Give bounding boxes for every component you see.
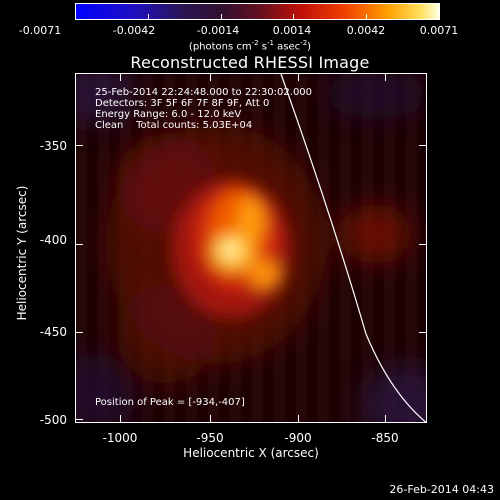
x-tick-label: -950 bbox=[196, 431, 224, 445]
colorbar-tick-label: 0.0071 bbox=[419, 24, 459, 37]
x-tick-label: -850 bbox=[371, 431, 399, 445]
info-clean-counts: Clean Total counts: 5.03E+04 bbox=[95, 120, 253, 131]
image-title: Reconstructed RHESSI Image bbox=[130, 53, 370, 72]
colorbar-tick-label: -0.0071 bbox=[18, 24, 62, 37]
colorbar-tick-label: -0.0042 bbox=[112, 24, 156, 37]
y-tick-label: -450 bbox=[39, 325, 67, 339]
x-axis-title: Heliocentric X (arcsec) bbox=[183, 446, 319, 460]
solar-limb-line bbox=[280, 74, 426, 422]
image-plot: 25-Feb-2014 22:24:48.000 to 22:30:02.000… bbox=[75, 73, 427, 423]
x-tick-label: -900 bbox=[284, 431, 312, 445]
y-tick-label: -500 bbox=[39, 413, 67, 427]
colorbar-ticks bbox=[75, 14, 440, 20]
y-tick-label: -400 bbox=[39, 233, 67, 247]
footer-date: 26-Feb-2014 04:43 bbox=[389, 483, 494, 496]
info-detectors: Detectors: 3F 5F 6F 7F 8F 9F, Att 0 bbox=[95, 98, 270, 109]
y-axis-title: Heliocentric Y (arcsec) bbox=[15, 185, 29, 321]
rhessi-map bbox=[76, 74, 426, 422]
colorbar bbox=[75, 3, 440, 20]
info-energy-range: Energy Range: 6.0 - 12.0 keV bbox=[95, 109, 242, 120]
x-tick-label: -1000 bbox=[102, 431, 138, 445]
colorbar-tick-label: 0.0042 bbox=[346, 24, 386, 37]
peak-position-label: Position of Peak = [-934,-407] bbox=[95, 397, 245, 408]
colorbar-units: (photons cm-2 s-1 asec-2) bbox=[188, 39, 312, 53]
colorbar-tick-label: -0.0014 bbox=[196, 24, 240, 37]
info-time-range: 25-Feb-2014 22:24:48.000 to 22:30:02.000 bbox=[95, 87, 313, 98]
y-tick-label: -350 bbox=[39, 139, 67, 153]
colorbar-tick-label: 0.0014 bbox=[272, 24, 312, 37]
